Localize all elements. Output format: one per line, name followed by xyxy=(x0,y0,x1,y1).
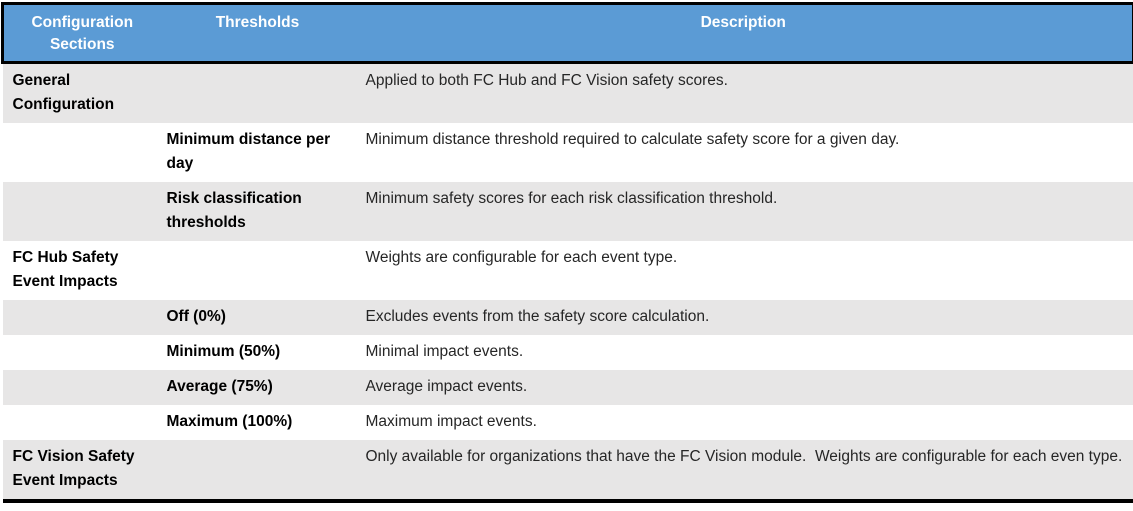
section-cell: FC Hub Safety Event Impacts xyxy=(12,249,119,290)
column-header-configuration-sections: Configuration Sections xyxy=(1,2,161,64)
section-cell xyxy=(2,300,161,335)
table-row: General Configuration Applied to both FC… xyxy=(2,62,1133,123)
table-row: Risk classification thresholds Minimum s… xyxy=(2,182,1133,241)
description-cell: Minimal impact events. xyxy=(365,343,524,360)
threshold-cell: Minimum (50%) xyxy=(166,343,281,360)
table-row: FC Vision Safety Event Impacts Only avai… xyxy=(2,440,1133,503)
description-cell: Average impact events. xyxy=(354,370,1133,405)
section-cell: FC Vision Safety Event Impacts xyxy=(2,440,161,503)
section-cell xyxy=(3,405,161,440)
threshold-cell: Risk classification thresholds xyxy=(160,182,355,241)
description-cell: Minimum safety scores for each risk clas… xyxy=(354,182,1133,241)
threshold-cell: Off (0%) xyxy=(160,300,355,335)
table-row: FC Hub Safety Event Impacts Weights are … xyxy=(3,241,1133,300)
section-cell xyxy=(3,123,161,182)
threshold-cell xyxy=(160,440,355,503)
table-row: Maximum (100%) Maximum impact events. xyxy=(3,405,1133,440)
threshold-cell: Average (75%) xyxy=(160,370,355,405)
description-cell: Applied to both FC Hub and FC Vision saf… xyxy=(354,62,1133,123)
safety-score-configuration-table: Configuration Sections Thresholds Descri… xyxy=(1,2,1133,503)
table-header: Configuration Sections Thresholds Descri… xyxy=(1,2,1133,64)
header-row: Configuration Sections Thresholds Descri… xyxy=(1,2,1133,64)
section-cell xyxy=(2,370,161,405)
threshold-cell: Minimum distance per day xyxy=(166,131,331,172)
threshold-cell xyxy=(161,241,355,300)
column-header-description: Description xyxy=(354,2,1133,64)
table-body: General Configuration Applied to both FC… xyxy=(2,62,1133,503)
description-cell: Only available for organizations that ha… xyxy=(354,440,1133,503)
table-row: Average (75%) Average impact events. xyxy=(2,370,1133,405)
section-cell: General Configuration xyxy=(2,62,161,123)
table-row: Off (0%) Excludes events from the safety… xyxy=(2,300,1133,335)
description-cell: Weights are configurable for each event … xyxy=(365,249,678,266)
description-cell: Minimum distance threshold required to c… xyxy=(365,131,900,148)
description-cell: Maximum impact events. xyxy=(365,413,537,430)
description-cell: Excludes events from the safety score ca… xyxy=(354,300,1133,335)
threshold-cell: Maximum (100%) xyxy=(166,413,293,430)
section-cell xyxy=(3,335,161,370)
column-header-thresholds: Thresholds xyxy=(160,2,355,64)
threshold-cell xyxy=(160,62,355,123)
section-cell xyxy=(2,182,161,241)
table-row: Minimum distance per day Minimum distanc… xyxy=(3,123,1133,182)
table-row: Minimum (50%) Minimal impact events. xyxy=(3,335,1133,370)
